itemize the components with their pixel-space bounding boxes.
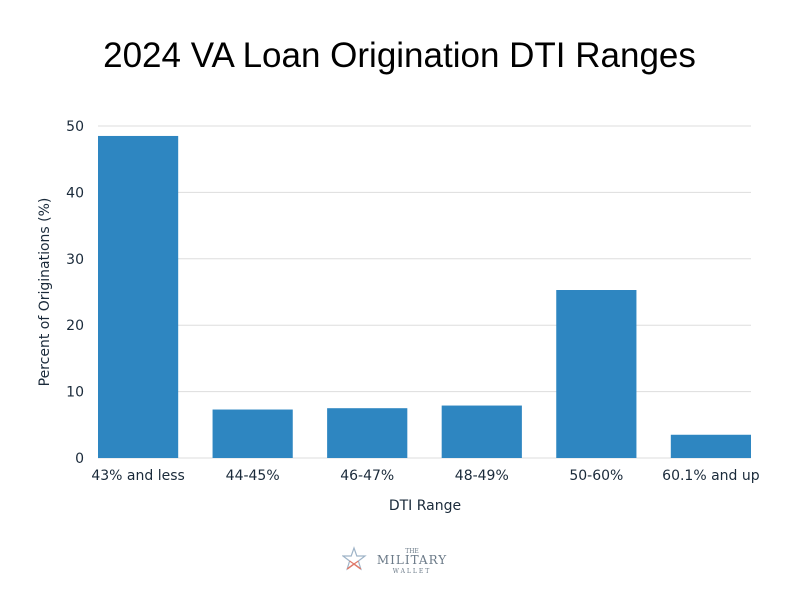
- bar-2: [327, 408, 408, 458]
- bars: [98, 135, 751, 458]
- bar-0: [98, 135, 179, 458]
- star-icon: [342, 546, 367, 571]
- x-tick-label: 44-45%: [226, 468, 280, 484]
- logo-sub-text: WALLET: [393, 568, 432, 575]
- bar-1: [212, 409, 293, 458]
- y-tick-label: 20: [66, 318, 84, 334]
- y-tick-labels: 0 10 20 30 40 50: [66, 119, 84, 467]
- x-tick-label: 60.1% and up: [662, 468, 760, 484]
- x-tick-label: 46-47%: [340, 468, 394, 484]
- x-tick-label: 48-49%: [455, 468, 509, 484]
- y-tick-label: 50: [66, 119, 84, 135]
- bar-4: [556, 290, 637, 458]
- y-tick-label: 40: [66, 185, 84, 201]
- gridlines: [98, 125, 751, 459]
- x-tick-labels: 43% and less 44-45% 46-47% 48-49% 50-60% 60.1…: [91, 468, 759, 484]
- logo-small-text: THE: [405, 548, 419, 555]
- x-axis-title: DTI Range: [389, 498, 461, 514]
- military-wallet-logo: THE MILITARY WALLET: [342, 546, 447, 575]
- y-axis-title: Percent of Originations (%): [37, 198, 53, 387]
- y-tick-label: 30: [66, 252, 84, 268]
- chart-title: 2024 VA Loan Origination DTI Ranges: [103, 36, 696, 75]
- logo-main-text: MILITARY: [377, 553, 447, 567]
- y-tick-label: 0: [75, 451, 84, 467]
- bar-3: [441, 405, 522, 458]
- y-tick-label: 10: [66, 385, 84, 401]
- bar-5: [670, 434, 751, 458]
- x-tick-label: 50-60%: [569, 468, 623, 484]
- x-tick-label: 43% and less: [91, 468, 184, 484]
